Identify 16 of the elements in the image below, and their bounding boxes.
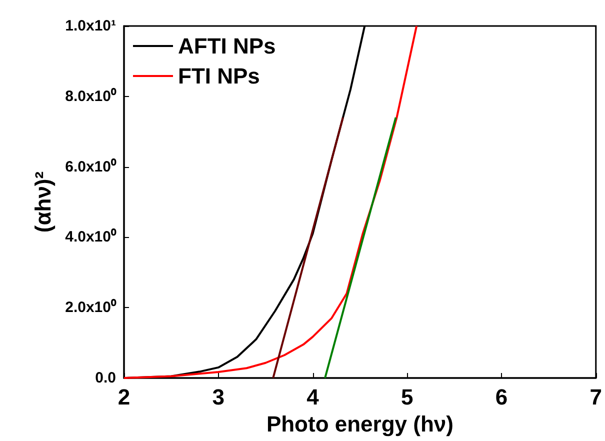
x-tick-label: 3 [212, 384, 224, 410]
legend-label: FTI NPs [178, 64, 260, 88]
x-axis-title: Photo energy (hν) [266, 411, 454, 436]
x-tick-label: 2 [118, 384, 130, 410]
y-tick-label: 8.0x10⁰ [65, 86, 117, 105]
y-axis-title: (αhν)² [30, 171, 56, 233]
y-tick-label: 6.0x10⁰ [65, 157, 117, 176]
y-tick-label: 0.0 [95, 370, 116, 386]
x-tick-label: 7 [590, 384, 602, 410]
legend-label: AFTI NPs [178, 34, 276, 58]
y-tick-label: 1.0x10¹ [65, 18, 116, 34]
y-tick-label: 2.0x10⁰ [65, 298, 117, 316]
x-tick-label: 6 [495, 384, 508, 410]
y-tick-label: 4.0x10⁰ [65, 228, 117, 246]
x-tick-label: 5 [401, 384, 414, 410]
x-tick-label: 4 [306, 384, 320, 410]
